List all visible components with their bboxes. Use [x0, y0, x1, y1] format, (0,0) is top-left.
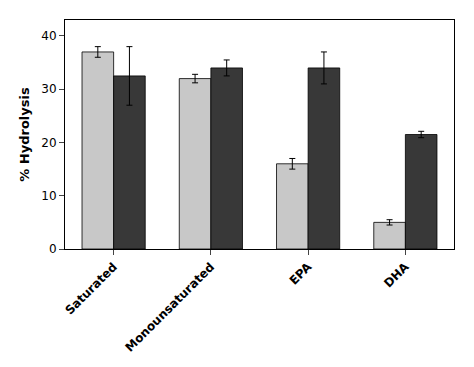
svg-text:EPA: EPA [287, 259, 315, 287]
svg-text:30: 30 [41, 82, 56, 96]
svg-text:Monounsaturated: Monounsaturated [122, 260, 217, 355]
svg-text:% Hydrolysis: % Hydrolysis [17, 87, 32, 182]
svg-text:0: 0 [49, 242, 57, 256]
svg-text:20: 20 [41, 136, 56, 150]
svg-text:10: 10 [41, 189, 56, 203]
svg-text:40: 40 [41, 29, 56, 43]
svg-text:DHA: DHA [381, 259, 412, 290]
svg-text:Saturated: Saturated [62, 260, 120, 318]
